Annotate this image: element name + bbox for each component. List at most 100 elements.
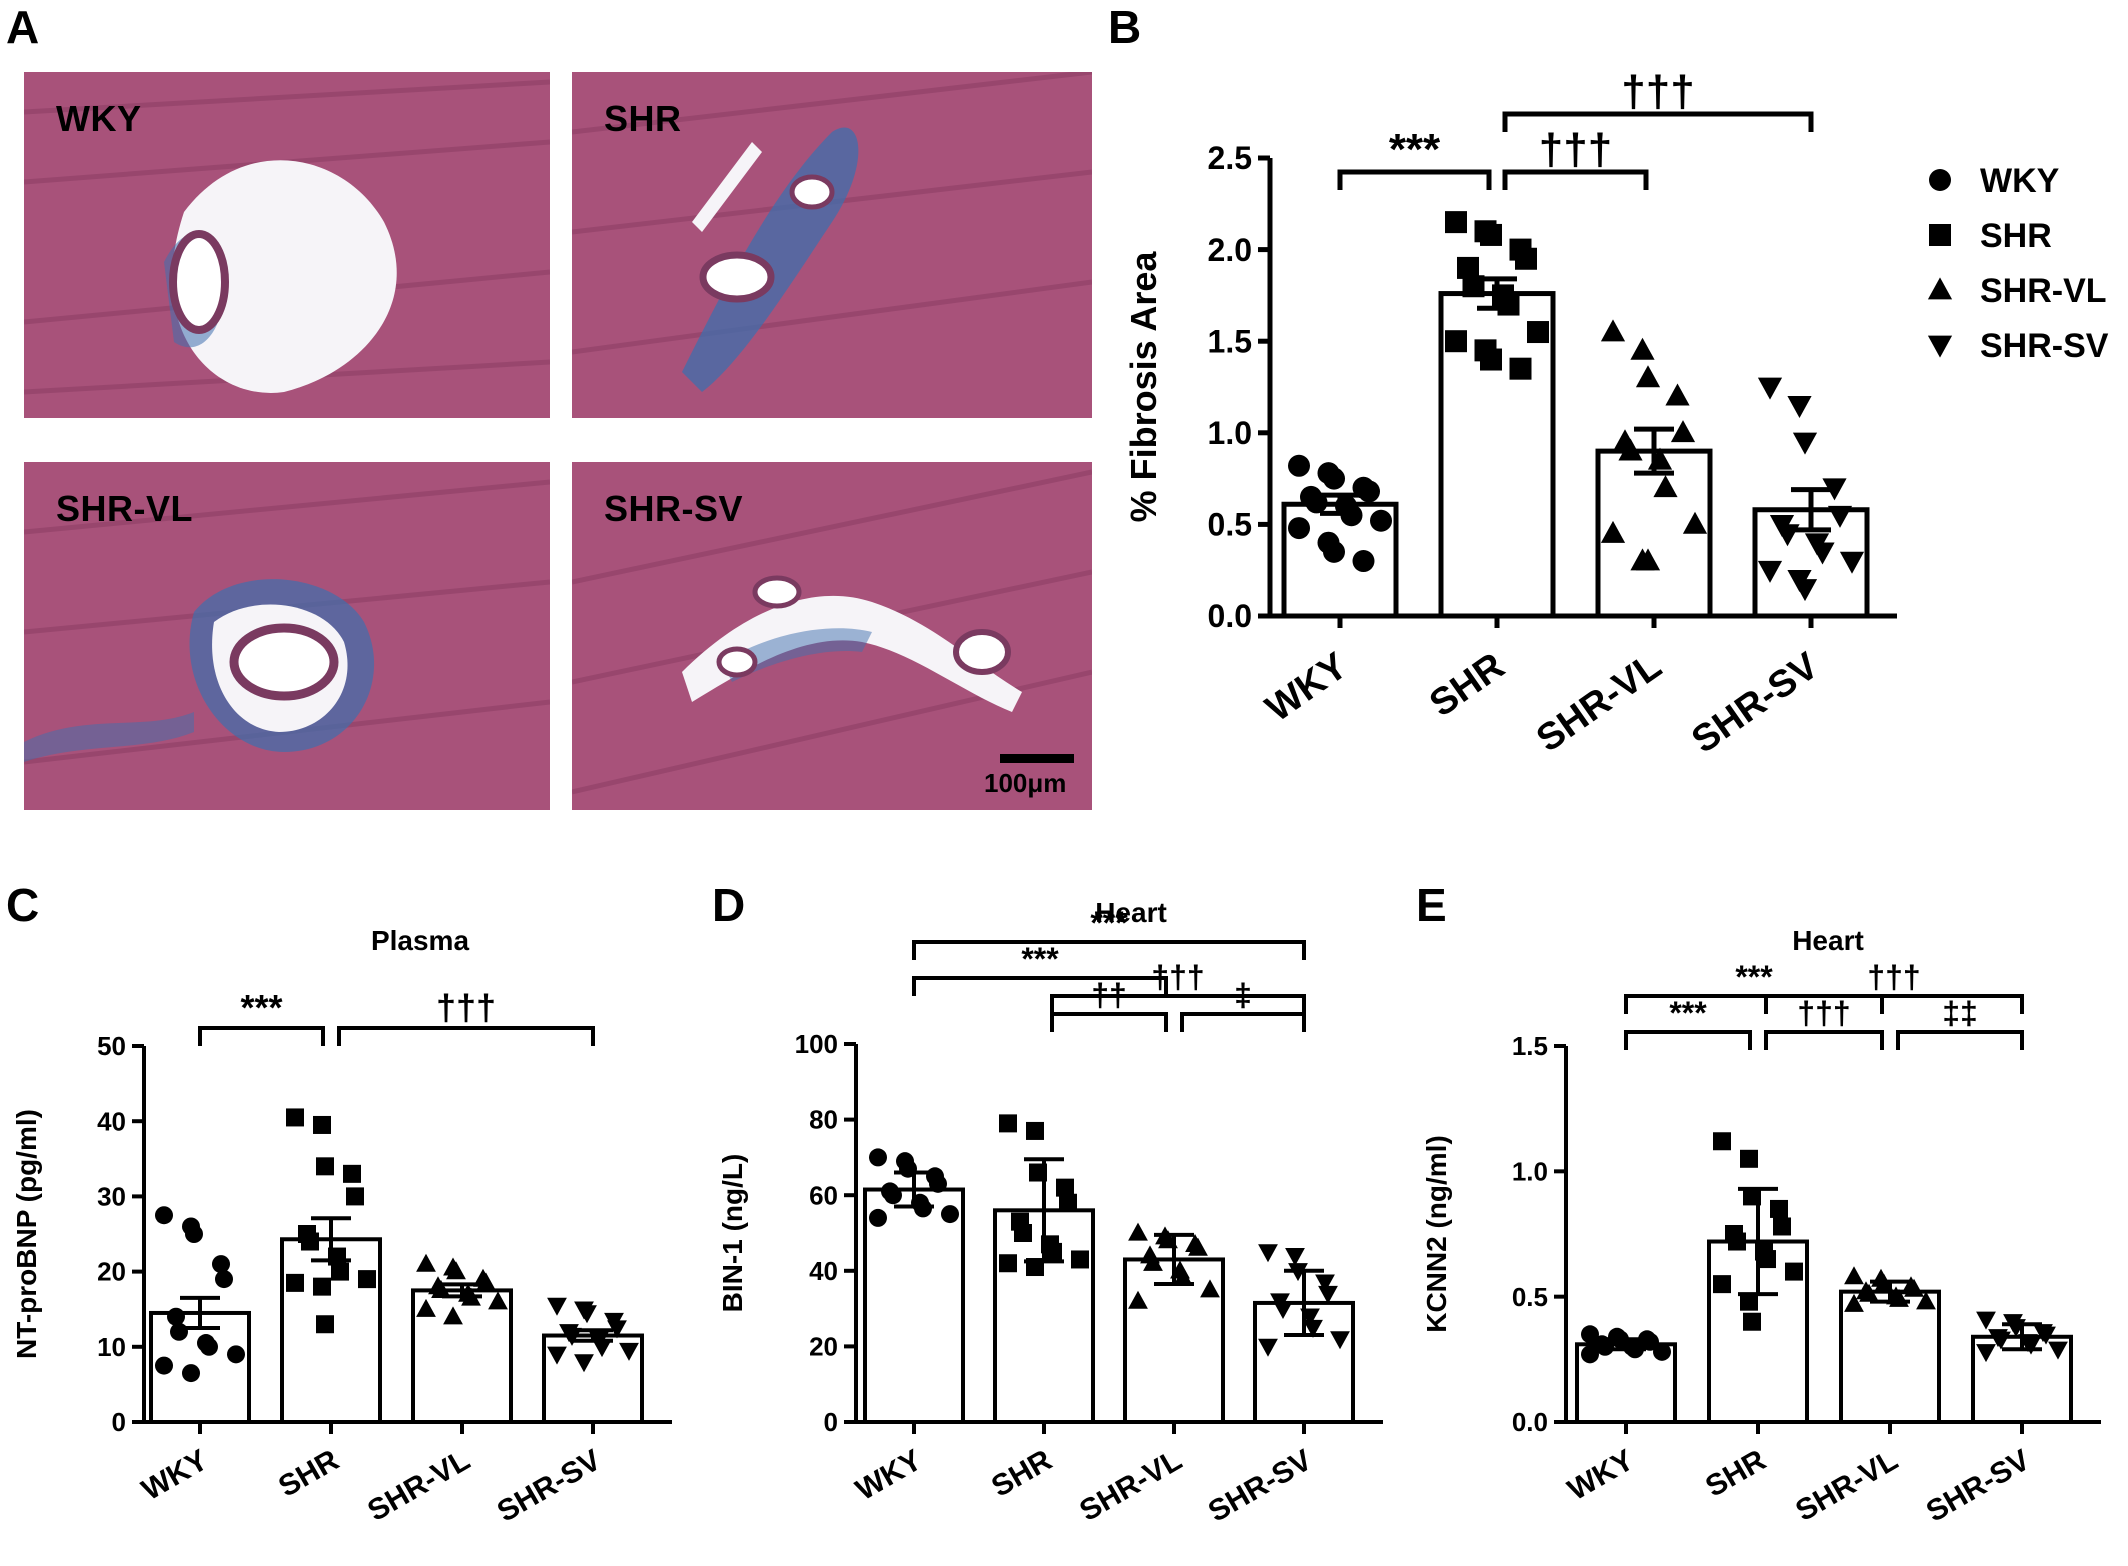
data-point	[313, 1277, 331, 1296]
bin1-chart: Heart BIN-1 (ng/L) 0 20 40 60 80 100 WKY SHR SHR-V…	[717, 897, 1383, 1529]
data-point	[182, 1364, 200, 1383]
significance-label: ***	[1389, 125, 1441, 174]
data-point	[1600, 319, 1626, 342]
micrograph-image	[24, 72, 550, 418]
significance-label: ***	[1735, 959, 1773, 995]
data-point	[1904, 1278, 1924, 1297]
data-point	[869, 1148, 887, 1167]
data-point	[1787, 395, 1812, 418]
data-point	[1773, 1217, 1791, 1236]
data-point	[1653, 475, 1678, 498]
legend-label: SHR	[1980, 217, 2052, 255]
data-point	[1859, 1283, 1879, 1302]
data-point	[1497, 293, 1520, 316]
data-point	[1128, 1222, 1148, 1241]
significance-bracket	[1050, 1012, 1168, 1032]
significance-bracket	[337, 1026, 595, 1046]
data-point	[1303, 1319, 1323, 1338]
significance-bracket	[1896, 1030, 2024, 1050]
data-point	[1258, 1244, 1278, 1263]
data-point	[286, 1273, 304, 1292]
data-point	[331, 1262, 349, 1281]
data-point	[2021, 1336, 2041, 1355]
data-point	[1758, 1250, 1776, 1269]
data-point	[167, 1307, 185, 1326]
data-point	[301, 1232, 319, 1251]
data-point	[547, 1346, 567, 1365]
y-tick-label: 100	[795, 1029, 838, 1059]
micrograph-shr-vl: SHR-VL	[24, 462, 550, 810]
data-point	[1330, 1331, 1350, 1350]
y-axis-label: NT-proBNP (pg/ml)	[11, 1109, 42, 1359]
data-point	[416, 1253, 436, 1272]
y-axis-label: BIN-1 (ng/L)	[717, 1154, 748, 1313]
data-point	[1445, 211, 1467, 234]
micrograph-image	[572, 462, 1092, 810]
data-point	[2036, 1326, 2056, 1345]
significance-label: ***	[1090, 905, 1128, 941]
data-point	[1188, 1237, 1208, 1256]
category-label: WKY	[1562, 1443, 1639, 1507]
data-point	[1509, 357, 1532, 380]
data-point	[343, 1164, 361, 1183]
data-point	[1757, 560, 1783, 583]
data-point	[1445, 330, 1467, 353]
data-point	[1258, 1338, 1278, 1357]
data-point	[1976, 1344, 1996, 1363]
data-point	[1635, 365, 1661, 388]
category-label: SHR	[1700, 1443, 1772, 1503]
significance-label: ‡‡	[1942, 995, 1978, 1031]
data-point	[1480, 223, 1502, 246]
y-tick-label: 1.5	[1208, 323, 1252, 359]
data-point	[1370, 509, 1392, 532]
y-tick-label: 2.5	[1208, 140, 1252, 176]
data-point	[1128, 1290, 1148, 1309]
y-tick-label: 10	[97, 1332, 126, 1362]
data-point	[884, 1186, 902, 1205]
micrograph-image	[572, 72, 1092, 418]
legend-marker	[1929, 169, 1951, 191]
panel-letter-d: D	[712, 879, 746, 931]
data-point	[1581, 1345, 1599, 1364]
data-point	[1014, 1224, 1032, 1242]
data-point	[1200, 1279, 1220, 1298]
y-tick-label: 1.0	[1512, 1156, 1548, 1186]
y-tick-label: 40	[809, 1256, 838, 1286]
significance-bracket	[1337, 169, 1492, 190]
significance-label: ***	[240, 987, 282, 1028]
significance-bracket	[1502, 169, 1649, 190]
data-point	[1288, 454, 1310, 477]
category-label: SHR	[1422, 645, 1512, 725]
y-tick-label: 1.0	[1208, 415, 1252, 451]
micrograph-label: SHR	[604, 98, 682, 139]
data-point	[431, 1280, 451, 1299]
data-point	[929, 1174, 947, 1193]
data-point	[1991, 1331, 2011, 1350]
category-label: SHR-VL	[362, 1443, 475, 1527]
data-point	[1682, 511, 1708, 534]
category-label: SHR-SV	[1203, 1443, 1318, 1528]
data-point	[941, 1205, 959, 1224]
data-point	[1713, 1275, 1731, 1294]
significance-bracket	[1624, 1030, 1752, 1050]
kcnn2-chart: Heart KCNN2 (ng/ml) 0.0 0.5 1.0 1.5 WKY SHR SHR-…	[1421, 925, 2101, 1529]
y-tick-label: 0.5	[1512, 1282, 1548, 1312]
y-tick-label: 1.5	[1512, 1031, 1548, 1061]
data-point	[1792, 579, 1818, 602]
data-point	[185, 1225, 203, 1243]
category-label: WKY	[1258, 645, 1355, 730]
data-point	[1670, 420, 1696, 443]
significance-label: †††	[1621, 67, 1694, 116]
micrograph-shr: SHR	[572, 72, 1092, 418]
data-point	[1827, 505, 1853, 528]
data-point	[227, 1345, 245, 1364]
significance-bracket	[1764, 1030, 1884, 1050]
significance-bracket	[912, 940, 1306, 960]
micrograph-wky: WKY	[24, 72, 550, 418]
significance-bracket	[1764, 994, 2024, 1014]
significance-bracket	[912, 976, 1168, 996]
chart-title: Heart	[1095, 897, 1167, 928]
y-tick-label: 2.0	[1208, 232, 1252, 268]
data-point	[1653, 1342, 1671, 1361]
